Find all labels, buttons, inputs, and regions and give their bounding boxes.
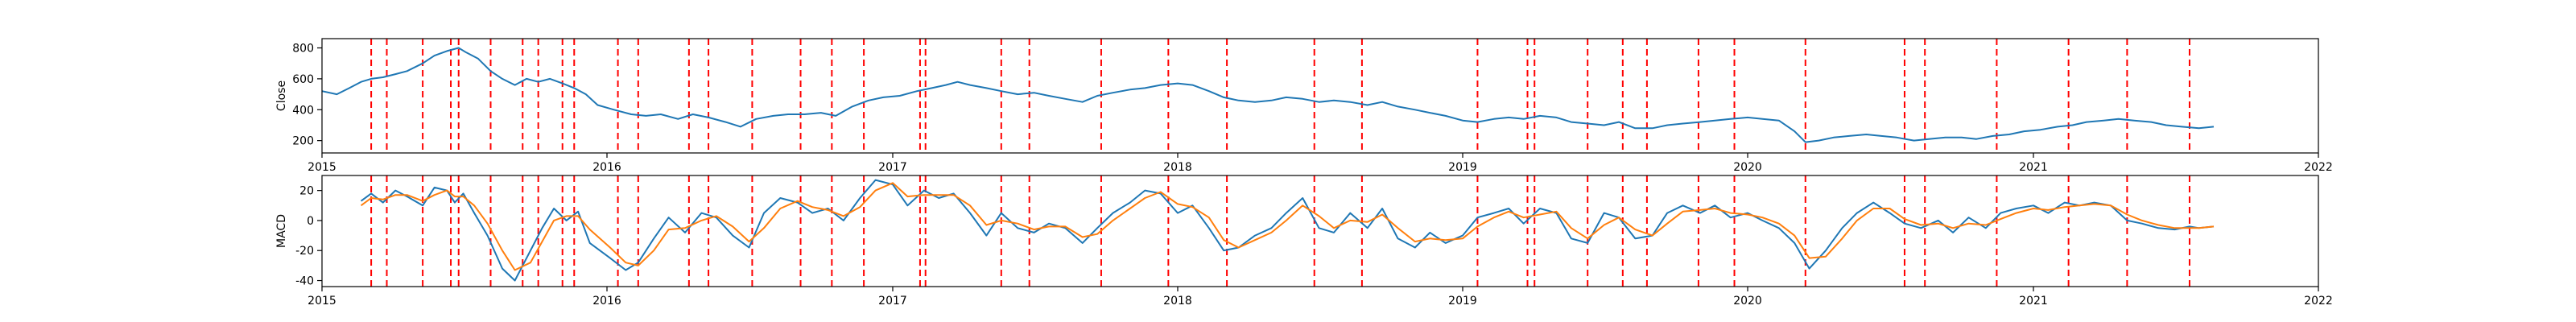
- y-tick-label: 200: [292, 135, 314, 148]
- x-tick-label: 2018: [1163, 295, 1192, 308]
- x-tick-label: 2019: [1448, 161, 1477, 174]
- close-series-line: [321, 47, 2215, 143]
- x-tick-label: 2017: [878, 295, 907, 308]
- close-event-markers: [370, 39, 2190, 153]
- y-tick-label: -20: [295, 245, 314, 258]
- x-tick-label: 2015: [308, 295, 336, 308]
- close-plot-frame: [321, 38, 2319, 154]
- macd-series-group: [360, 179, 2215, 282]
- x-tick-label: 2020: [1733, 161, 1762, 174]
- close-series-group: [321, 47, 2215, 143]
- y-tick-label: 600: [292, 73, 314, 86]
- x-tick-label: 2020: [1733, 295, 1762, 308]
- macd-x-axis: 2015 2016 2017 2018 2019 2020 2021 2022: [308, 287, 2333, 308]
- x-tick-label: 2021: [2019, 295, 2048, 308]
- x-tick-label: 2022: [2304, 295, 2333, 308]
- close-x-axis: 2015 2016 2017 2018 2019 2020 2021 2022: [308, 153, 2333, 174]
- y-tick-label: 400: [292, 104, 314, 117]
- y-tick-label: 20: [299, 185, 314, 198]
- x-tick-label: 2015: [308, 161, 336, 174]
- x-tick-label: 2019: [1448, 295, 1477, 308]
- y-tick-label: 0: [307, 215, 314, 228]
- macd-y-axis-label: MACD: [275, 214, 288, 248]
- close-price-panel: 200 400 600 800 2015 2016 2017 2018 2019 2020 202…: [275, 38, 2333, 174]
- x-tick-label: 2016: [592, 295, 621, 308]
- close-y-axis: 200 400 600 800: [292, 43, 322, 148]
- x-tick-label: 2016: [592, 161, 621, 174]
- macd-series-line: [360, 179, 2215, 282]
- x-tick-label: 2018: [1163, 161, 1192, 174]
- y-tick-label: 800: [292, 43, 314, 56]
- x-tick-label: 2017: [878, 161, 907, 174]
- y-tick-label: -40: [295, 275, 314, 288]
- macd-plot-frame: [321, 175, 2319, 287]
- macd-signal-line: [360, 182, 2215, 271]
- x-tick-label: 2022: [2304, 161, 2333, 174]
- macd-y-axis: -40 -20 0 20: [295, 185, 322, 288]
- x-tick-label: 2021: [2019, 161, 2048, 174]
- close-y-axis-label: Close: [275, 80, 288, 111]
